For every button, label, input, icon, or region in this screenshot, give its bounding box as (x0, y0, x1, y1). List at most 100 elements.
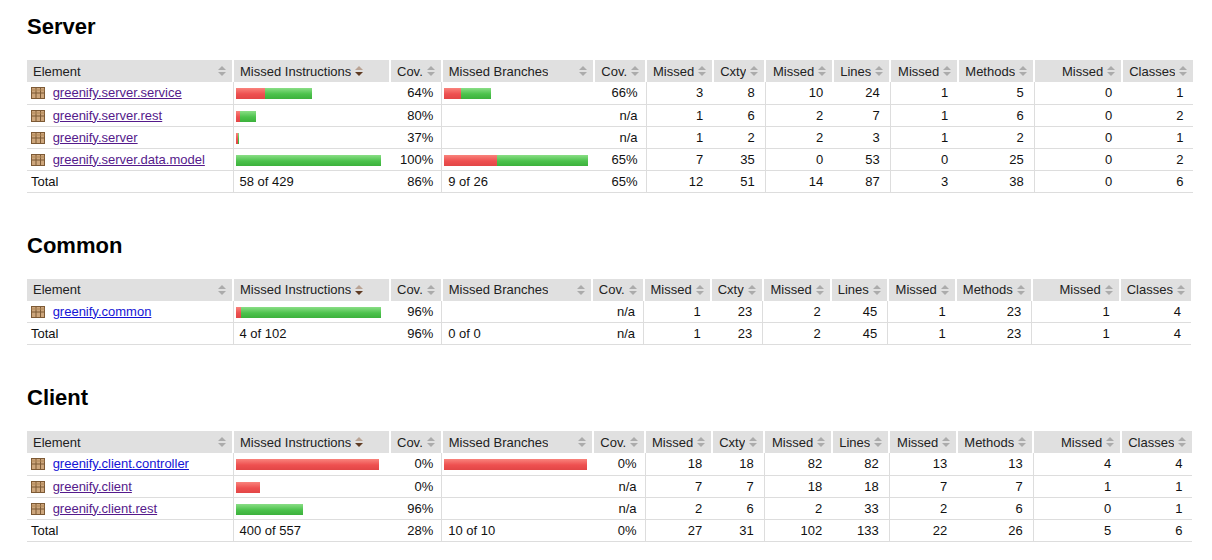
total-metric-cell: 1 (888, 323, 956, 345)
column-header[interactable]: Cxty (713, 60, 765, 82)
column-header[interactable]: Missed (645, 431, 712, 453)
column-header-label: Cov. (601, 64, 627, 79)
column-header[interactable]: Missed (888, 279, 956, 301)
column-header-label: Cxty (718, 282, 744, 297)
package-link[interactable]: greenify.server.service (53, 85, 182, 100)
package-link[interactable]: greenify.client.controller (53, 456, 189, 471)
package-link[interactable]: greenify.server.rest (53, 108, 163, 123)
metric-cell: 10 (765, 82, 833, 104)
metric-cell: 0 (890, 148, 958, 170)
coverage-bar (236, 88, 312, 99)
column-header[interactable]: Element (27, 60, 233, 82)
missed-instructions-bar-cell (233, 453, 390, 475)
package-link[interactable]: greenify.common (53, 304, 152, 319)
column-header[interactable]: Missed Instructions (233, 60, 390, 82)
column-header[interactable]: Methods (956, 279, 1032, 301)
metric-cell: 2 (763, 301, 831, 323)
table-row: greenify.server.data.model100%65%7350530… (27, 148, 1193, 170)
table-row: greenify.client.controller0%0%1818828213… (27, 453, 1192, 475)
column-header[interactable]: Classes (1120, 279, 1191, 301)
column-header[interactable]: Missed (890, 60, 958, 82)
coverage-bar (236, 504, 303, 515)
column-header-label: Cxty (719, 435, 745, 450)
sort-icon (1017, 285, 1025, 295)
instruction-coverage-cell: 0% (390, 475, 442, 497)
branch-coverage-cell: 65% (594, 148, 646, 170)
table-row: greenify.client.rest96%n/a262332601 (27, 497, 1192, 519)
column-header-label: Missed (773, 64, 814, 79)
column-header[interactable]: Classes (1122, 60, 1193, 82)
sort-icon (577, 285, 585, 295)
column-header[interactable]: Missed (646, 60, 713, 82)
element-cell: greenify.client.rest (27, 497, 233, 519)
total-branch-coverage-cell: n/a (592, 323, 644, 345)
column-header[interactable]: Missed Branches (442, 279, 592, 301)
total-metric-cell: 45 (831, 323, 888, 345)
coverage-report: Server Element Missed Instructions Cov. … (27, 14, 1212, 542)
column-header-label: Classes (1128, 435, 1174, 450)
package-link[interactable]: greenify.server.data.model (53, 152, 205, 167)
column-header-label: Lines (838, 282, 869, 297)
package-link[interactable]: greenify.client (53, 479, 132, 494)
column-header[interactable]: Lines (831, 279, 888, 301)
column-header[interactable]: Lines (832, 431, 889, 453)
column-header[interactable]: Missed Instructions (233, 279, 390, 301)
column-header[interactable]: Missed Branches (442, 60, 595, 82)
column-header[interactable]: Cov. (592, 279, 644, 301)
column-header[interactable]: Element (27, 279, 233, 301)
column-header[interactable]: Cov. (390, 279, 442, 301)
missed-instructions-bar-cell (233, 82, 390, 104)
metric-cell: 6 (957, 497, 1033, 519)
column-header-label: Missed Branches (449, 282, 549, 297)
total-branches-cell: 0 of 0 (442, 323, 592, 345)
column-header[interactable]: Classes (1121, 431, 1192, 453)
column-header-label: Element (33, 64, 81, 79)
package-link[interactable]: greenify.client.rest (53, 501, 158, 516)
coverage-table: Element Missed Instructions Cov. Missed … (27, 60, 1193, 193)
total-label-cell: Total (27, 323, 233, 345)
column-header-label: Methods (963, 282, 1013, 297)
metric-cell: 2 (645, 497, 712, 519)
column-header[interactable]: Cov. (390, 431, 442, 453)
column-header[interactable]: Missed Instructions (233, 431, 390, 453)
column-header[interactable]: Cov. (593, 431, 645, 453)
column-header[interactable]: Missed (644, 279, 711, 301)
sort-icon (427, 66, 435, 76)
column-header[interactable]: Cov. (594, 60, 646, 82)
element-cell: greenify.server.service (27, 82, 233, 104)
metric-cell: 7 (833, 104, 890, 126)
metric-cell: 18 (645, 453, 712, 475)
column-header[interactable]: Methods (957, 431, 1033, 453)
section-title: Client (27, 385, 1212, 410)
total-metric-cell: 22 (889, 519, 957, 541)
column-header[interactable]: Missed (1034, 60, 1122, 82)
total-metric-cell: 5 (1033, 519, 1121, 541)
column-header[interactable]: Missed (765, 60, 833, 82)
column-header-label: Lines (840, 64, 871, 79)
metric-cell: 7 (889, 475, 957, 497)
section-title: Common (27, 233, 1212, 258)
column-header[interactable]: Missed (764, 431, 832, 453)
column-header[interactable]: Missed (1033, 431, 1121, 453)
column-header[interactable]: Missed (1032, 279, 1120, 301)
column-header[interactable]: Cxty (711, 279, 763, 301)
package-link[interactable]: greenify.server (53, 130, 138, 145)
column-header[interactable]: Cov. (390, 60, 442, 82)
column-header[interactable]: Missed (763, 279, 831, 301)
table-row: greenify.client0%n/a7718187711 (27, 475, 1192, 497)
column-header-label: Element (33, 435, 81, 450)
total-instructions-cell: 4 of 102 (233, 323, 390, 345)
total-row: Total400 of 55728%10 of 100%273110213322… (27, 519, 1192, 541)
metric-cell: 1 (890, 82, 958, 104)
sort-icon (943, 66, 951, 76)
column-header[interactable]: Missed (889, 431, 957, 453)
header-row: Element Missed Instructions Cov. Missed … (27, 431, 1192, 453)
column-header[interactable]: Cxty (712, 431, 764, 453)
column-header[interactable]: Methods (958, 60, 1034, 82)
column-header[interactable]: Element (27, 431, 233, 453)
metric-cell: 23 (711, 301, 763, 323)
column-header[interactable]: Missed Branches (442, 431, 594, 453)
sort-icon (748, 285, 756, 295)
column-header-label: Cov. (600, 435, 626, 450)
column-header[interactable]: Lines (833, 60, 890, 82)
